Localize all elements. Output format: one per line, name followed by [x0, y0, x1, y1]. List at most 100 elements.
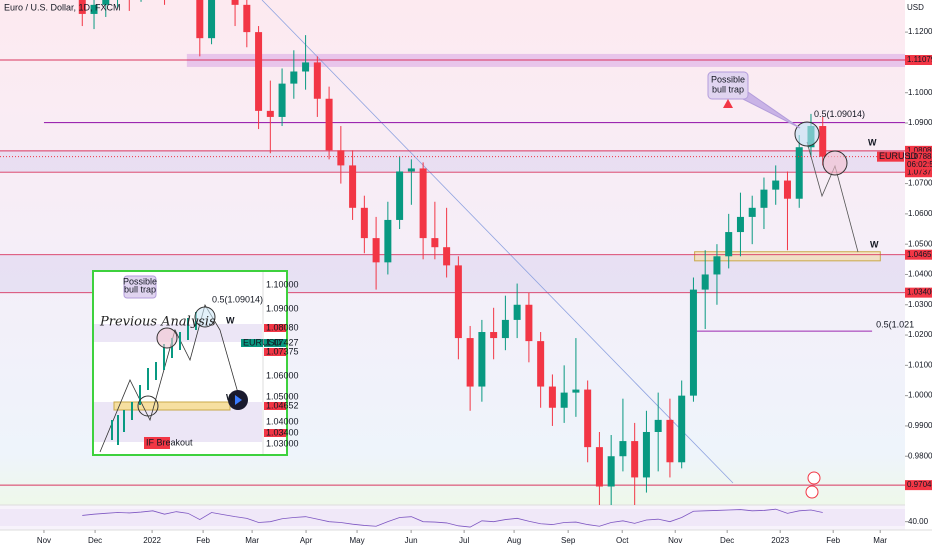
inset-callout-box [123, 275, 157, 299]
inset-w: W [226, 392, 235, 402]
x-tick-label: Aug [507, 536, 521, 545]
trendline [261, 0, 734, 484]
circle-marker [822, 150, 848, 176]
level-tag [905, 55, 932, 66]
candle-body [572, 389, 580, 393]
x-tick-label: Feb [826, 536, 840, 545]
candle-body [689, 289, 697, 396]
candle-body [466, 338, 474, 387]
chart-title: Euro / U.S. Dollar, 1D, FXCM [4, 2, 121, 12]
inset-symbol: EURUSD [243, 337, 282, 347]
candle-body [783, 180, 791, 199]
x-tick-label: Nov [37, 536, 51, 545]
candle-body [760, 189, 768, 208]
candle-body [748, 207, 756, 217]
candle-body [255, 32, 263, 111]
candle-body [349, 165, 357, 208]
candle-body [313, 62, 321, 99]
inset-circle [137, 395, 159, 417]
zone [0, 150, 905, 173]
x-tick-label: 2023 [771, 536, 789, 545]
inset-price: 1.06000 [266, 370, 299, 380]
candle-body [419, 168, 427, 239]
rsi-line [82, 508, 823, 528]
countdown: 06:02:57 [907, 160, 932, 169]
candle-body [701, 274, 709, 290]
y-tick-label: 1.06000 [908, 209, 932, 218]
current-label: 1.07888 [907, 152, 932, 161]
x-tick-label: Jun [405, 536, 418, 545]
level-label: 1.11079 [907, 55, 932, 64]
rsi-tick-label: 40.00 [908, 517, 929, 526]
x-tick-label: Dec [720, 536, 734, 545]
inset-price: 1.04000 [266, 416, 299, 426]
candle-body [490, 332, 498, 339]
x-tick-label: Mar [245, 536, 259, 545]
candle-body [560, 392, 568, 408]
x-tick-label: May [350, 536, 365, 545]
candle-body [266, 110, 274, 117]
candle-body [337, 150, 345, 166]
candle-body [607, 456, 615, 487]
level-label: 1.08080 [907, 146, 932, 155]
inset-price: 1.09000 [266, 303, 299, 313]
candle-body [725, 232, 733, 257]
callout-text: Possible [711, 74, 745, 84]
y-tick-label: 1.01000 [908, 360, 932, 369]
inset-fib: 0.5(1.09014) [212, 294, 263, 304]
candle-body [736, 216, 744, 233]
candle-body [454, 265, 462, 339]
x-tick-label: Jul [459, 536, 469, 545]
w-label: W [870, 239, 879, 249]
y-tick-label: 1.03000 [908, 300, 932, 309]
candle-body [819, 126, 827, 157]
candle-body [678, 395, 686, 463]
circle-marker [794, 121, 820, 147]
level-tag [905, 249, 932, 260]
candle-body [595, 447, 603, 487]
candle-body [407, 168, 415, 172]
inset-breakout: IF Breakout [146, 437, 193, 447]
inset-breakout-box [144, 437, 170, 449]
candle-body [278, 83, 286, 117]
y-tick-label: 1.10000 [908, 88, 932, 97]
inset-symbol-tag [241, 339, 263, 347]
inset-callout: Possible [123, 276, 157, 286]
inset-price: 1.03400 [266, 427, 299, 437]
candle-body [548, 386, 556, 408]
candle-body [325, 98, 333, 151]
x-tick-label: Mar [873, 536, 887, 545]
inset-price: 1.05000 [266, 391, 299, 401]
y-tick-label: 1.04000 [908, 270, 932, 279]
candle-body [619, 441, 627, 457]
rsi-band [0, 509, 905, 526]
callout-text: bull trap [712, 84, 744, 94]
x-tick-label: Sep [561, 536, 576, 545]
x-tick-label: Oct [616, 536, 629, 545]
level-tag [905, 287, 932, 298]
candle-body [78, 0, 86, 14]
candle-body [525, 304, 533, 342]
fib-label: 0.5(1.09014) [814, 109, 865, 119]
candle-body [631, 441, 639, 478]
candle-body [654, 419, 662, 432]
candle-body [290, 71, 298, 84]
x-tick-label: Apr [300, 536, 313, 545]
play-icon [235, 395, 242, 405]
candle-body [372, 238, 380, 263]
candle-body [90, 4, 98, 14]
candle-body [384, 219, 392, 263]
inset-price-tag [264, 324, 286, 332]
symbol-label: EURUSD [879, 151, 918, 161]
level-tag [905, 145, 932, 156]
inset-price-tag [264, 429, 286, 437]
inset-price: 1.07427 [266, 337, 299, 347]
y-tick-label: 1.12000 [908, 27, 932, 36]
candle-body [513, 304, 521, 320]
level-label: 1.07375 [907, 167, 932, 176]
candle-body [537, 341, 545, 387]
level-label: 1.04652 [907, 250, 932, 259]
level-label: 1.03400 [907, 288, 932, 297]
